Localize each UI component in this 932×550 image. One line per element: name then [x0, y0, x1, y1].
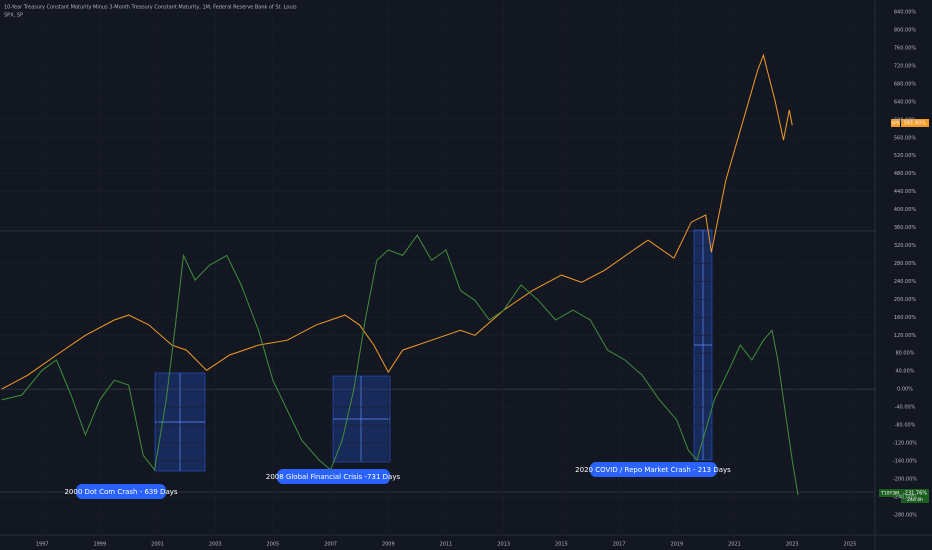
y-tick-label: 840.00%	[894, 10, 916, 16]
y-tick-label: -280.00%	[893, 512, 917, 518]
y-tick-label: 560.00%	[894, 135, 916, 141]
x-tick-label: 2009	[382, 542, 395, 548]
annotation-box	[277, 469, 390, 484]
y-tick-label: 600.00%	[894, 117, 916, 123]
x-tick-label: 2003	[209, 542, 222, 548]
price-tag-name-bg	[891, 119, 900, 127]
y-tick-label: -120.00%	[893, 440, 917, 446]
y-tick-label: 720.00%	[894, 63, 916, 69]
x-tick-label: 2021	[728, 542, 741, 548]
price-tag: 591.80%	[904, 121, 926, 127]
y-tick-label: -160.00%	[893, 458, 917, 464]
price-tag-bg	[901, 119, 929, 127]
x-tick-label: 2015	[555, 542, 568, 548]
series-line	[1, 234, 799, 496]
annotation-box	[76, 484, 166, 499]
price-tag-bg	[901, 489, 929, 503]
y-tick-label: 360.00%	[894, 225, 916, 231]
price-tag: -231.76%	[903, 491, 927, 497]
y-tick-label: 480.00%	[894, 171, 916, 177]
y-tick-label: 800.00%	[894, 28, 916, 34]
y-tick-label: -200.00%	[893, 476, 917, 482]
price-tag-countdown: 24d 4h	[907, 497, 923, 503]
price-tag-name: SPX	[891, 121, 900, 127]
annotation: 2020 COVID / Repo Market Crash - 213 Day…	[575, 466, 731, 474]
y-tick-label: 280.00%	[894, 261, 916, 267]
y-tick-label: 520.00%	[894, 153, 916, 159]
series-line	[1, 53, 793, 390]
x-tick-label: 2001	[151, 542, 164, 548]
x-tick-label: 2017	[613, 542, 626, 548]
price-tag-name-bg	[879, 489, 901, 497]
x-tick-label: 2005	[267, 542, 280, 548]
y-tick-label: -240.00%	[893, 494, 917, 500]
y-tick-label: 80.00%	[895, 351, 914, 357]
y-tick-label: 160.00%	[894, 315, 916, 321]
chart-title: 10-Year Treasury Constant Maturity Minus…	[4, 5, 297, 11]
ranges	[154, 229, 713, 472]
y-tick-label: 240.00%	[894, 279, 916, 285]
y-tick-label: 0.00%	[897, 387, 913, 393]
x-tick-label: 1999	[93, 542, 106, 548]
x-tick-label: 2007	[324, 542, 337, 548]
y-tick-label: 440.00%	[894, 189, 916, 195]
x-tick-label: 2025	[844, 542, 857, 548]
x-tick-label: 2013	[497, 542, 510, 548]
y-tick-label: 320.00%	[894, 243, 916, 249]
plot	[0, 53, 875, 496]
y-tick-label: 200.00%	[894, 297, 916, 303]
annotation-box	[590, 462, 717, 477]
y-tick-label: 760.00%	[894, 46, 916, 52]
y-tick-label: 640.00%	[894, 99, 916, 105]
chart-subtitle: SPX, SP	[4, 13, 23, 19]
x-tick-label: 2011	[440, 542, 453, 548]
y-tick-label: 680.00%	[894, 81, 916, 87]
x-tick-label: 2023	[786, 542, 799, 548]
y-tick-label: -40.00%	[895, 405, 916, 411]
y-tick-label: 40.00%	[895, 369, 914, 375]
annotation: 2008 Global Financial Crisis -731 Days	[266, 473, 401, 481]
y-tick-label: -80.00%	[895, 423, 916, 429]
price-tag-name: T10Y3M	[880, 491, 899, 497]
x-tick-label: 2019	[670, 542, 683, 548]
y-tick-label: 120.00%	[894, 333, 916, 339]
y-tick-label: 400.00%	[894, 207, 916, 213]
annotation: 2000 Dot Com Crash - 639 Days	[64, 488, 177, 496]
x-tick-label: 1997	[36, 542, 49, 548]
